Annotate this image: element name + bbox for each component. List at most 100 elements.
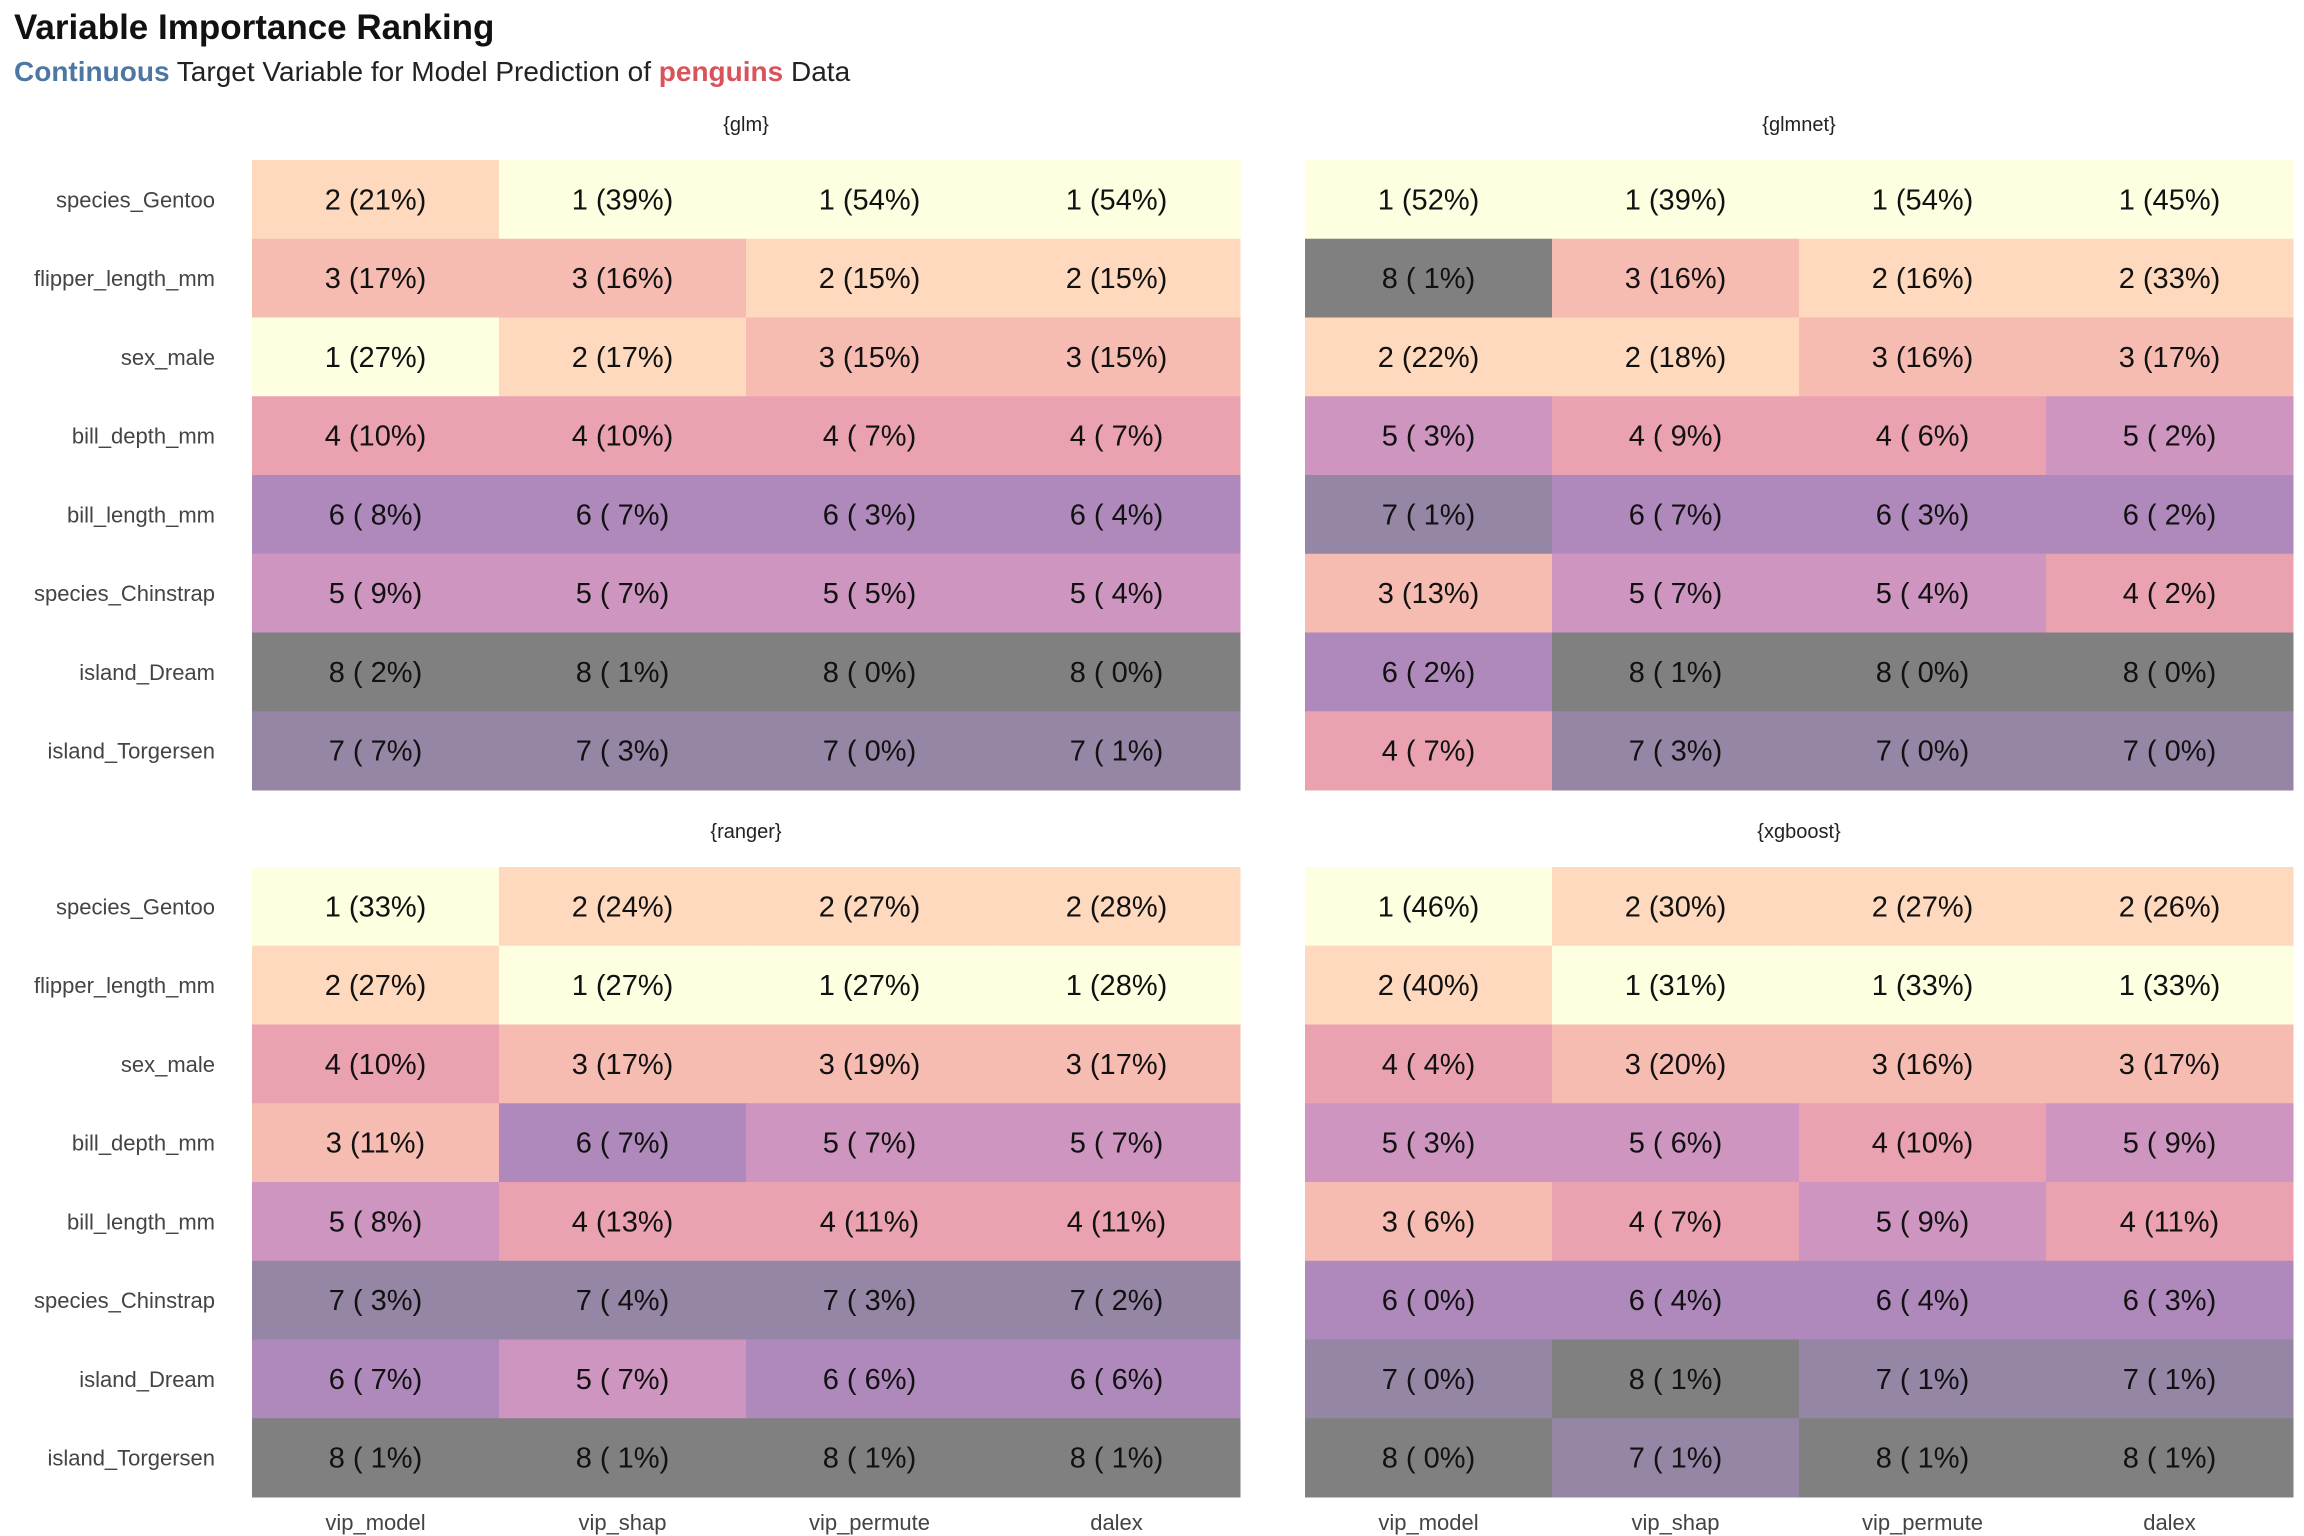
heatmap-cell xyxy=(252,475,500,555)
heatmap-cell xyxy=(1799,553,2047,633)
cell-label: 3 (16%) xyxy=(1872,342,1974,374)
cell-label: 2 (27%) xyxy=(1872,891,1974,923)
heatmap-cell xyxy=(499,475,747,555)
heatmap-cell xyxy=(993,711,1241,791)
heatmap-cell xyxy=(993,317,1241,397)
row-label: species_Chinstrap xyxy=(34,1288,215,1313)
cell-label: 3 (17%) xyxy=(2119,1049,2221,1081)
heatmap-cell xyxy=(499,1418,747,1498)
column-label: vip_shap xyxy=(1631,1510,1719,1535)
cell-label: 7 ( 0%) xyxy=(2123,736,2216,768)
cell-label: 5 ( 2%) xyxy=(2123,421,2216,453)
heatmap-cell xyxy=(993,475,1241,555)
cell-label: 8 ( 0%) xyxy=(823,657,916,689)
cell-label: 8 ( 1%) xyxy=(823,1443,916,1475)
heatmap-cell xyxy=(499,553,747,633)
cell-label: 4 ( 7%) xyxy=(1629,1206,1722,1238)
cell-label: 4 ( 2%) xyxy=(2123,578,2216,610)
heatmap-cell xyxy=(1799,1339,2047,1419)
heatmap-cell xyxy=(2046,396,2294,476)
cell-label: 2 (33%) xyxy=(2119,263,2221,295)
cell-label: 1 (28%) xyxy=(1066,970,1168,1002)
cell-label: 7 ( 3%) xyxy=(1629,736,1722,768)
cell-label: 7 ( 0%) xyxy=(1382,1364,1475,1396)
heatmap-cell xyxy=(252,396,500,476)
heatmap-cell xyxy=(499,238,747,318)
row-label: island_Dream xyxy=(79,1367,215,1392)
cell-label: 2 (28%) xyxy=(1066,891,1168,923)
heatmap-cell xyxy=(1552,1103,1800,1183)
heatmap-cell xyxy=(746,632,994,712)
cell-label: 3 (16%) xyxy=(1625,263,1727,295)
row-label: bill_length_mm xyxy=(67,502,215,527)
heatmap-cell xyxy=(2046,1418,2294,1498)
chart-title: Variable Importance Ranking xyxy=(14,8,495,47)
heatmap-cell xyxy=(1799,475,2047,555)
cell-label: 4 (13%) xyxy=(572,1206,674,1238)
heatmap-cell xyxy=(993,160,1241,240)
cell-label: 7 ( 1%) xyxy=(1382,499,1475,531)
heatmap-cell xyxy=(746,1418,994,1498)
cell-label: 3 (19%) xyxy=(819,1049,921,1081)
heatmap-cell xyxy=(746,238,994,318)
column-label: vip_shap xyxy=(578,1510,666,1535)
heatmap-cell xyxy=(1799,1024,2047,1104)
cell-label: 1 (39%) xyxy=(1625,184,1727,216)
cell-label: 2 (27%) xyxy=(819,891,921,923)
heatmap-cell xyxy=(993,867,1241,947)
panel-2: {ranger} 1 (33%) 2 (24%) 2 (27%) 2 (28%) 2 (2… xyxy=(34,821,1241,1535)
cell-label: 8 ( 1%) xyxy=(576,657,669,689)
cell-label: 5 ( 7%) xyxy=(1629,578,1722,610)
column-label: vip_permute xyxy=(809,1510,930,1535)
heatmap-cell xyxy=(2046,1339,2294,1419)
cell-label: 5 ( 9%) xyxy=(1876,1206,1969,1238)
heatmap-cell xyxy=(2046,1103,2294,1183)
row-label: bill_length_mm xyxy=(67,1209,215,1234)
cell-label: 8 ( 0%) xyxy=(2123,657,2216,689)
heatmap-cell xyxy=(1552,711,1800,791)
heatmap-cell xyxy=(746,317,994,397)
cell-label: 1 (27%) xyxy=(819,970,921,1002)
cell-label: 2 (16%) xyxy=(1872,263,1974,295)
heatmap-cell xyxy=(252,1260,500,1340)
row-label: species_Gentoo xyxy=(56,187,215,212)
cell-label: 4 ( 6%) xyxy=(1876,421,1969,453)
row-label: sex_male xyxy=(121,345,215,370)
cell-label: 3 (17%) xyxy=(325,263,427,295)
heatmap-cell xyxy=(993,1024,1241,1104)
panel-title: {xgboost} xyxy=(1757,821,1841,843)
heatmap-cell xyxy=(1799,1182,2047,1262)
cell-label: 4 (11%) xyxy=(820,1206,919,1238)
heatmap-cell xyxy=(746,1103,994,1183)
cell-label: 1 (54%) xyxy=(1872,184,1974,216)
heatmap-cell xyxy=(499,160,747,240)
cell-label: 5 ( 3%) xyxy=(1382,1128,1475,1160)
row-label: sex_male xyxy=(121,1052,215,1077)
cell-label: 6 ( 3%) xyxy=(823,499,916,531)
row-label: flipper_length_mm xyxy=(34,266,215,291)
cell-label: 2 (30%) xyxy=(1625,891,1727,923)
cell-label: 2 (26%) xyxy=(2119,891,2221,923)
heatmap-cell xyxy=(993,396,1241,476)
cell-label: 2 (22%) xyxy=(1378,342,1480,374)
heatmap-cell xyxy=(1799,632,2047,712)
cell-label: 3 (13%) xyxy=(1378,578,1480,610)
heatmap-cell xyxy=(993,1182,1241,1262)
cell-label: 1 (33%) xyxy=(325,891,427,923)
cell-label: 5 ( 7%) xyxy=(1070,1128,1163,1160)
cell-label: 8 ( 1%) xyxy=(1629,657,1722,689)
heatmap-cell xyxy=(746,867,994,947)
heatmap-cell xyxy=(993,1339,1241,1419)
heatmap-cell xyxy=(2046,632,2294,712)
cell-label: 3 (15%) xyxy=(819,342,921,374)
heatmap-cell xyxy=(1305,867,1553,947)
cell-label: 6 ( 7%) xyxy=(576,1128,669,1160)
cell-label: 1 (33%) xyxy=(2119,970,2221,1002)
heatmap-cell xyxy=(1305,945,1553,1025)
heatmap-cell xyxy=(252,553,500,633)
cell-label: 3 (11%) xyxy=(326,1128,425,1160)
heatmap-cell xyxy=(746,1024,994,1104)
cell-label: 4 (11%) xyxy=(2120,1206,2219,1238)
heatmap-cell xyxy=(252,160,500,240)
